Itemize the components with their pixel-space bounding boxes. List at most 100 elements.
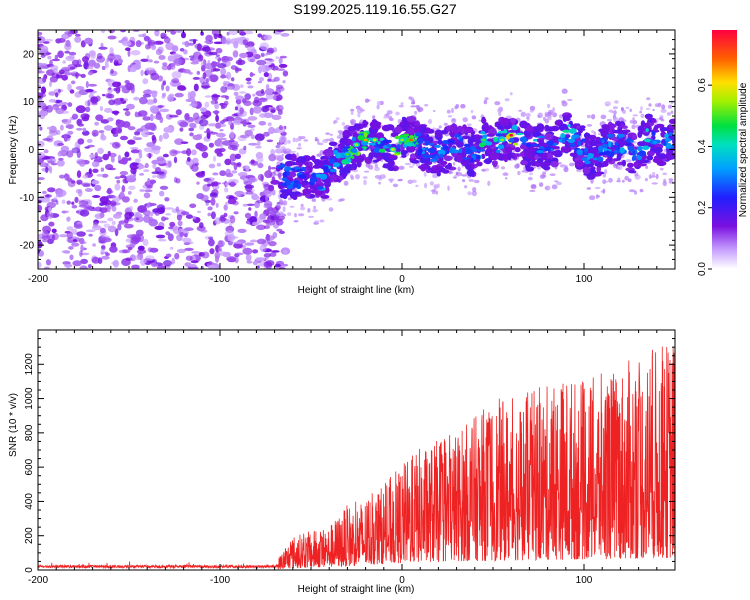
signal-core-blob bbox=[464, 148, 473, 155]
noise-blob bbox=[244, 30, 254, 35]
noise-blob bbox=[137, 245, 145, 251]
signal-halo-blob bbox=[318, 142, 324, 146]
y-tick-label: 20 bbox=[23, 49, 35, 60]
noise-blob bbox=[212, 110, 220, 114]
noise-blob bbox=[130, 167, 137, 175]
noise-blob bbox=[265, 84, 270, 90]
signal-halo-blob bbox=[296, 152, 299, 157]
noise-blob bbox=[256, 92, 261, 96]
noise-blob bbox=[105, 93, 113, 99]
noise-blob bbox=[87, 71, 94, 76]
noise-blob bbox=[57, 151, 63, 157]
noise-blob bbox=[201, 81, 210, 90]
noise-blob bbox=[236, 193, 241, 197]
signal-body-blob bbox=[298, 162, 303, 167]
noise-blob bbox=[233, 211, 239, 215]
signal-halo-blob bbox=[644, 177, 648, 182]
signal-halo-blob bbox=[313, 210, 317, 213]
signal-halo-blob bbox=[547, 117, 552, 121]
noise-blob bbox=[216, 132, 226, 138]
noise-blob bbox=[61, 102, 68, 105]
noise-blob bbox=[131, 264, 140, 269]
signal-halo-blob bbox=[297, 135, 302, 142]
noise-blob bbox=[270, 79, 276, 83]
noise-blob bbox=[60, 145, 70, 152]
noise-blob bbox=[113, 127, 122, 134]
noise-blob bbox=[134, 111, 138, 118]
noise-blob bbox=[180, 211, 190, 216]
signal-body-blob bbox=[324, 148, 333, 153]
signal-halo-blob bbox=[617, 177, 621, 182]
signal-core-blob bbox=[537, 135, 545, 139]
noise-blob bbox=[265, 235, 275, 242]
noise-blob bbox=[48, 91, 57, 96]
noise-blob bbox=[159, 190, 165, 197]
noise-blob bbox=[104, 107, 113, 113]
signal-core-blob bbox=[417, 148, 423, 154]
noise-blob bbox=[152, 163, 157, 169]
signal-core-blob bbox=[645, 128, 649, 133]
signal-core-blob bbox=[495, 133, 503, 137]
y-tick-label: -10 bbox=[20, 193, 35, 204]
signal-core-blob bbox=[396, 144, 401, 149]
signal-halo-blob bbox=[529, 110, 534, 113]
noise-blob bbox=[71, 59, 80, 66]
signal-halo-blob bbox=[494, 101, 501, 106]
noise-blob bbox=[65, 72, 73, 76]
signal-body-blob bbox=[436, 172, 441, 177]
signal-body-blob bbox=[668, 118, 675, 125]
signal-core-blob bbox=[493, 136, 498, 142]
noise-blob bbox=[119, 191, 125, 199]
noise-blob bbox=[190, 260, 199, 264]
noise-blob bbox=[99, 105, 103, 112]
noise-blob bbox=[101, 200, 108, 205]
signal-core-blob bbox=[619, 147, 625, 154]
signal-core-blob bbox=[617, 143, 621, 150]
signal-halo-blob bbox=[529, 172, 534, 176]
signal-halo-blob bbox=[448, 170, 452, 175]
noise-blob bbox=[39, 162, 49, 168]
noise-blob bbox=[272, 95, 277, 101]
noise-blob bbox=[143, 192, 151, 199]
signal-halo-blob bbox=[303, 139, 309, 142]
signal-core-blob bbox=[536, 150, 544, 154]
noise-blob bbox=[170, 62, 176, 70]
signal-halo-blob bbox=[485, 168, 490, 172]
signal-body-blob bbox=[476, 161, 483, 167]
noise-blob bbox=[272, 47, 278, 53]
signal-body-blob bbox=[665, 152, 674, 159]
signal-core-blob bbox=[394, 135, 400, 140]
noise-blob bbox=[201, 251, 210, 259]
signal-halo-blob bbox=[473, 179, 480, 184]
noise-blob bbox=[130, 147, 139, 150]
signal-halo-blob bbox=[639, 110, 642, 114]
signal-halo-blob bbox=[316, 153, 322, 157]
noise-blob bbox=[264, 61, 273, 65]
noise-blob bbox=[38, 92, 44, 100]
signal-halo-blob bbox=[556, 181, 562, 186]
signal-core-blob bbox=[443, 145, 449, 151]
noise-blob bbox=[38, 261, 42, 268]
signal-halo-blob bbox=[561, 100, 566, 104]
signal-halo-blob bbox=[554, 180, 559, 183]
snr-ylabel: SNR (10 * v/v) bbox=[8, 393, 19, 457]
signal-core-blob bbox=[638, 150, 647, 157]
signal-peak-center bbox=[500, 138, 504, 142]
noise-blob bbox=[147, 177, 151, 185]
noise-blob bbox=[257, 162, 264, 169]
noise-blob bbox=[67, 102, 73, 107]
noise-blob bbox=[68, 246, 74, 250]
noise-blob bbox=[244, 184, 255, 189]
signal-halo-blob bbox=[608, 177, 613, 183]
signal-halo-blob bbox=[605, 104, 609, 107]
noise-blob bbox=[263, 203, 273, 209]
signal-core-blob bbox=[516, 132, 524, 136]
signal-halo-blob bbox=[645, 165, 648, 169]
noise-blob bbox=[46, 126, 52, 130]
noise-blob bbox=[219, 123, 227, 128]
noise-blob bbox=[142, 93, 152, 98]
noise-blob bbox=[120, 30, 127, 33]
noise-blob bbox=[114, 143, 120, 148]
noise-blob bbox=[150, 212, 154, 217]
